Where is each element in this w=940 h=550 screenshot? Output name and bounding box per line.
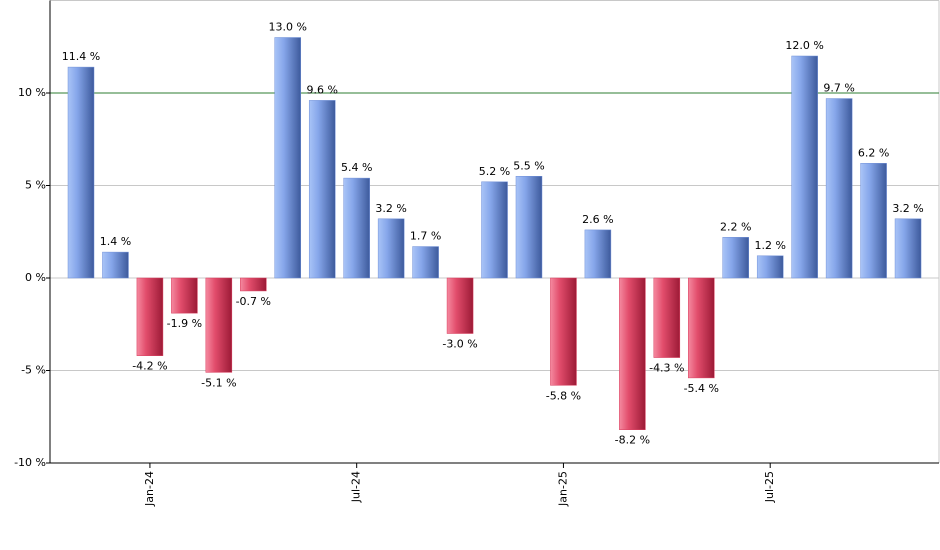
data-label: 11.4 % (62, 50, 100, 63)
data-label: -5.8 % (546, 389, 581, 402)
data-label: -1.9 % (167, 317, 202, 330)
data-label: 9.7 % (823, 82, 854, 95)
x-tick-label: Jan-25 (556, 471, 569, 507)
bar (653, 277, 681, 358)
data-label: -8.2 % (615, 434, 650, 447)
bar (343, 177, 370, 279)
bar (515, 176, 543, 279)
data-label: 6.2 % (858, 146, 889, 159)
data-label: 3.2 % (892, 202, 923, 215)
data-label: 1.2 % (754, 239, 785, 252)
data-label: -5.1 % (201, 376, 236, 389)
bar (756, 255, 784, 279)
data-label: 2.2 % (720, 220, 751, 233)
bar (825, 98, 853, 279)
bar (619, 277, 646, 430)
bar (550, 277, 577, 386)
data-label: -4.2 % (132, 360, 167, 373)
data-label: 2.6 % (582, 213, 613, 226)
bar (584, 229, 612, 279)
data-label: -5.4 % (684, 382, 719, 395)
data-label: 1.7 % (410, 230, 441, 243)
data-label: 12.0 % (785, 39, 823, 52)
bar (171, 277, 198, 314)
bar (894, 218, 922, 279)
data-label: 5.5 % (513, 159, 544, 172)
bar (308, 100, 336, 279)
bar (722, 237, 749, 279)
y-tick-label: -5 % (21, 364, 46, 377)
bar (688, 277, 715, 379)
data-label: -3.0 % (442, 338, 477, 351)
data-label: -4.3 % (649, 362, 684, 375)
data-label: 3.2 % (375, 202, 406, 215)
bar (240, 277, 267, 292)
bar (791, 55, 818, 279)
x-tick-label: Jul-24 (350, 471, 363, 503)
bar (67, 66, 95, 279)
bar (102, 251, 129, 279)
x-tick-label: Jul-25 (763, 471, 776, 503)
data-label: 9.6 % (306, 83, 337, 96)
bar (274, 37, 302, 279)
bar (377, 218, 405, 279)
data-label: 5.4 % (341, 161, 372, 174)
y-tick-label: -10 % (14, 456, 46, 469)
y-tick-label: 10 % (18, 86, 46, 99)
data-label: 1.4 % (100, 235, 131, 248)
data-label: -0.7 % (236, 295, 271, 308)
y-tick-label: 5 % (25, 179, 46, 192)
bar (860, 163, 887, 279)
bar (481, 181, 508, 279)
bar (205, 277, 233, 373)
bar (412, 246, 439, 279)
bar (136, 277, 164, 356)
y-tick-label: 0 % (25, 271, 46, 284)
bar (446, 277, 474, 334)
data-label: 5.2 % (479, 165, 510, 178)
data-label: 13.0 % (269, 21, 307, 34)
x-tick-label: Jan-24 (143, 471, 156, 507)
